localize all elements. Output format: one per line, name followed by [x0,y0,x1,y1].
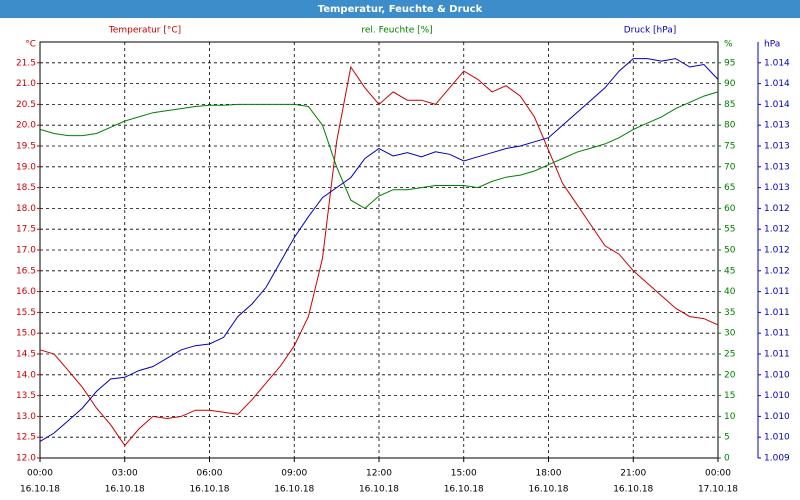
x-tick-label: 06:00 [197,469,223,479]
y2-tick-label: 85 [724,100,735,110]
x-tick-date: 17.10.18 [698,485,738,495]
y-tick-label: 12.5 [16,433,36,443]
y3-tick-label: 1.014 [764,79,790,89]
y3-tick-label: 1.012 [764,246,790,256]
x-tick-label: 21:00 [620,469,646,479]
y3-tick-label: 1.010 [764,412,790,422]
y-tick-label: 14.5 [16,350,36,360]
x-tick-label: 12:00 [366,469,392,479]
x-tick-label: 15:00 [451,469,477,479]
y-tick-label: 13.5 [16,391,36,401]
series-line [39,65,719,447]
y2-tick-label: 35 [724,308,735,318]
y2-tick-label: 80 [724,121,736,131]
y2-tick-label: 70 [724,162,736,172]
y3-axis-title: Druck [hPa] [624,26,677,36]
x-tick-date: 16.10.18 [528,485,568,495]
y3-tick-label: 1.010 [764,433,790,443]
y-tick-label: 14.0 [16,370,36,380]
y2-tick-label: 10 [724,412,736,422]
y3-tick-label: 1.013 [764,162,790,172]
y3-tick-label: 1.009 [764,454,790,464]
y-tick-label: 21.0 [16,79,36,89]
y-tick-label: 16.5 [16,266,36,276]
y3-tick-label: 1.014 [764,100,790,110]
x-tick-date: 16.10.18 [189,485,229,495]
y2-tick-label: 5 [724,433,730,443]
y3-tick-label: 1.011 [764,350,790,360]
y-tick-label: 15.5 [16,308,36,318]
y3-tick-label: 1.014 [764,58,790,68]
x-tick-date: 16.10.18 [105,485,145,495]
y-tick-label: 17.5 [16,225,36,235]
y-tick-label: 17.0 [16,246,36,256]
y-tick-label: 21.5 [16,58,36,68]
y2-tick-label: 25 [724,350,735,360]
y-tick-label: 13.0 [16,412,36,422]
x-tick-label: 00:00 [705,469,731,479]
y-tick-label: 15.0 [16,329,36,339]
y3-tick-label: 1.011 [764,287,790,297]
y3-tick-label: 1.012 [764,204,790,214]
x-tick-date: 16.10.18 [274,485,314,495]
series-line [39,91,719,210]
x-tick-label: 03:00 [112,469,138,479]
y-tick-label: 18.0 [16,204,36,214]
y2-tick-label: 95 [724,58,735,68]
y-tick-label: 18.5 [16,183,36,193]
y2-tick-label: 55 [724,225,735,235]
y2-tick-label: 65 [724,183,735,193]
y3-tick-label: 1.011 [764,308,790,318]
y-tick-label: 12.0 [16,454,36,464]
y2-tick-label: 0 [724,454,730,464]
x-tick-label: 00:00 [27,469,53,479]
y2-tick-label: 50 [724,246,736,256]
y2-tick-label: 30 [724,329,736,339]
y3-tick-label: 1.010 [764,391,790,401]
x-tick-date: 16.10.18 [359,485,399,495]
y3-tick-label: 1.013 [764,121,790,131]
y3-tick-label: 1.012 [764,225,790,235]
y2-tick-label: 20 [724,370,736,380]
y2-tick-label: 45 [724,266,735,276]
y2-axis-title: rel. Feuchte [%] [361,26,432,36]
y3-tick-label: 1.010 [764,370,790,380]
y2-tick-label: 90 [724,79,736,89]
y2-axis-unit: % [724,40,733,50]
y2-tick-label: 15 [724,391,735,401]
y3-tick-label: 1.012 [764,266,790,276]
chart-title: Temperatur, Feuchte & Druck [318,4,483,15]
y-tick-label: 19.0 [16,162,36,172]
title-bar [0,0,800,18]
y-tick-label: 20.5 [16,100,36,110]
y2-tick-label: 40 [724,287,736,297]
y-tick-label: 19.5 [16,142,36,152]
y2-tick-label: 60 [724,204,736,214]
x-tick-label: 18:00 [536,469,562,479]
y-tick-label: 16.0 [16,287,36,297]
y3-tick-label: 1.013 [764,142,790,152]
y3-tick-label: 1.013 [764,183,790,193]
y3-axis-unit: hPa [764,40,780,50]
series-line [39,58,719,442]
x-tick-label: 09:00 [281,469,307,479]
x-tick-date: 16.10.18 [613,485,653,495]
y2-tick-label: 75 [724,142,735,152]
y-axis-unit: °C [25,40,36,50]
y-tick-label: 20.0 [16,121,36,131]
x-tick-date: 16.10.18 [444,485,484,495]
y3-tick-label: 1.011 [764,329,790,339]
y-axis-title: Temperatur [°C] [108,26,181,36]
x-tick-date: 16.10.18 [20,485,60,495]
